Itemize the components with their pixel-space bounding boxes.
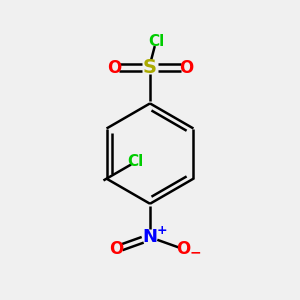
Text: S: S bbox=[143, 58, 157, 77]
Text: −: − bbox=[190, 246, 201, 260]
Text: O: O bbox=[179, 58, 193, 76]
Text: Cl: Cl bbox=[148, 34, 164, 49]
Text: Cl: Cl bbox=[128, 154, 144, 169]
Text: O: O bbox=[110, 240, 124, 258]
Text: N: N bbox=[142, 228, 158, 246]
Text: O: O bbox=[107, 58, 121, 76]
Text: +: + bbox=[157, 224, 167, 236]
Text: O: O bbox=[176, 240, 190, 258]
